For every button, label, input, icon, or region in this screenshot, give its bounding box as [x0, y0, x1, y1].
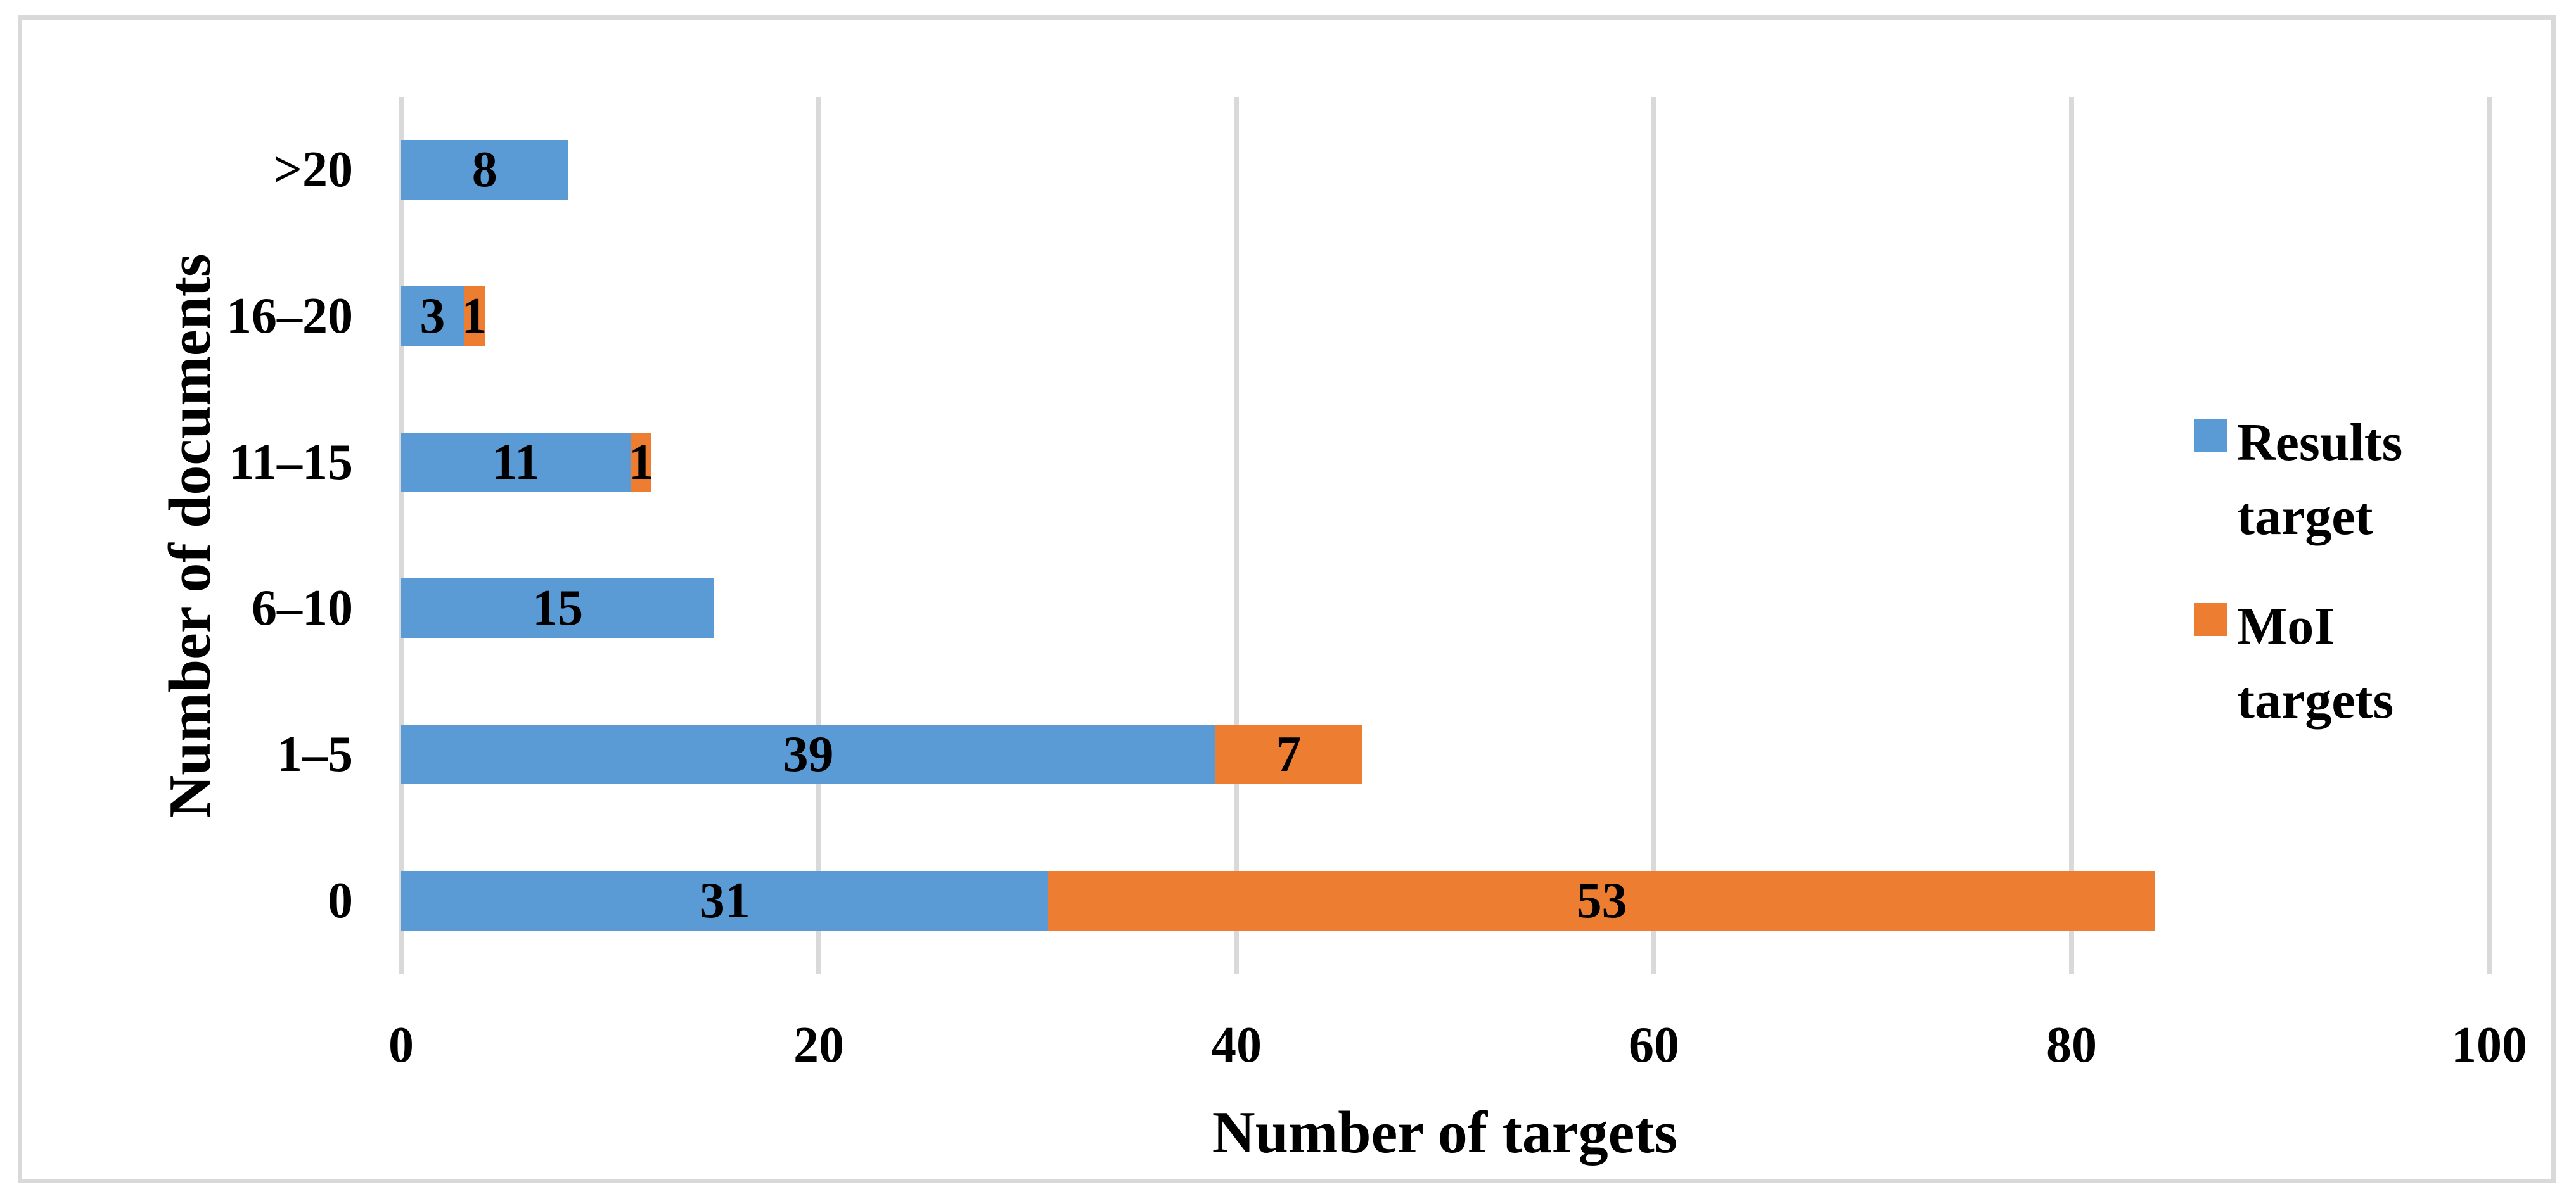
data-label-results-target: 31	[699, 872, 750, 929]
legend: Results target MoI targets	[2194, 405, 2492, 773]
category-label-16–20: 16–20	[226, 288, 353, 344]
gridline-40	[1234, 97, 1239, 974]
gridline-100	[2487, 97, 2492, 974]
gridline-0	[399, 97, 404, 974]
data-label-moi-targets: 1	[461, 288, 487, 344]
x-axis-title: Number of targets	[1212, 1100, 1678, 1166]
data-label-moi-targets: 53	[1576, 872, 1627, 929]
x-tick-label-80: 80	[2046, 1017, 2097, 1073]
bar-segment-moi-targets	[631, 432, 652, 492]
bar-segment-moi-targets	[1215, 725, 1362, 784]
legend-label-results-target: Results target	[2237, 413, 2403, 546]
data-label-moi-targets: 7	[1276, 727, 1302, 782]
bar-segment-results-target	[401, 725, 1216, 784]
gridline-60	[1651, 97, 1656, 974]
x-tick-label-0: 0	[388, 1017, 414, 1073]
data-label-results-target: 15	[532, 580, 584, 637]
x-tick-label-40: 40	[1211, 1017, 1262, 1073]
data-label-results-target: 3	[420, 288, 445, 344]
category-label->20: >20	[273, 142, 353, 198]
bar-segment-results-target	[401, 286, 464, 346]
bar-segment-results-target	[401, 432, 631, 492]
legend-swatch-moi-targets-icon	[2194, 603, 2227, 636]
bar-segment-results-target	[401, 578, 715, 639]
data-label-moi-targets: 1	[628, 434, 654, 490]
x-tick-label-20: 20	[793, 1017, 844, 1073]
category-label-11–15: 11–15	[229, 434, 353, 490]
bar-segment-results-target	[401, 870, 1049, 931]
legend-label-moi-targets: MoI targets	[2237, 597, 2394, 730]
category-label-1–5: 1–5	[277, 727, 353, 782]
category-label-0: 0	[328, 872, 353, 929]
data-label-results-target: 11	[492, 434, 541, 490]
data-label-results-target: 8	[471, 142, 497, 198]
legend-item-moi-targets: MoI targets	[2194, 589, 2492, 737]
data-label-results-target: 39	[783, 727, 834, 782]
bar-segment-results-target	[401, 140, 568, 200]
x-tick-label-100: 100	[2451, 1017, 2527, 1073]
bar-segment-moi-targets	[463, 286, 485, 346]
gridline-20	[816, 97, 821, 974]
x-tick-label-60: 60	[1629, 1017, 1679, 1073]
bar-segment-moi-targets	[1048, 870, 2155, 931]
legend-swatch-results-target-icon	[2194, 419, 2227, 452]
category-label-6–10: 6–10	[252, 580, 353, 637]
legend-item-results-target: Results target	[2194, 405, 2492, 554]
gridline-80	[2069, 97, 2074, 974]
